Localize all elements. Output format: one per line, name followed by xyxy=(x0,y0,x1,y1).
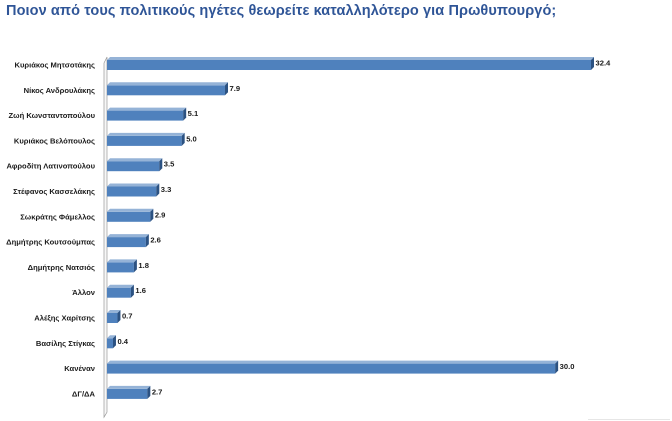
bar-top xyxy=(107,132,185,136)
bar-side xyxy=(112,335,116,349)
bar-side xyxy=(156,183,160,197)
category-label: Κυριάκος Μητσοτάκης xyxy=(15,61,96,70)
data-label: 3.5 xyxy=(164,160,175,169)
category-label: Νίκος Ανδρουλάκης xyxy=(24,86,95,95)
category-label: Άλλον xyxy=(72,288,95,297)
category-label: Στέφανος Κασσελάκης xyxy=(13,187,95,196)
bar-side xyxy=(130,284,134,298)
labels: Κυριάκος Μητσοτάκης 32.4 Νίκος Ανδρουλάκης… xyxy=(6,59,611,399)
bar xyxy=(107,60,591,70)
bar xyxy=(107,262,134,273)
bar-top xyxy=(107,158,163,162)
bar-side xyxy=(133,259,137,273)
bar xyxy=(107,237,146,248)
bar-side xyxy=(147,385,151,399)
data-label: 0.4 xyxy=(117,337,128,346)
data-label: 30.0 xyxy=(560,362,575,371)
data-label: 5.0 xyxy=(186,134,197,143)
bar-top xyxy=(107,82,229,86)
bar xyxy=(107,388,148,399)
bar xyxy=(107,338,113,349)
axis xyxy=(103,56,108,419)
data-label: 2.7 xyxy=(152,387,163,396)
bar xyxy=(107,287,131,298)
footer-divider xyxy=(588,419,670,420)
category-label: Κυριάκος Βελόπουλος xyxy=(14,136,95,145)
bar-top xyxy=(107,284,134,288)
bar-side xyxy=(159,158,163,172)
data-label: 3.3 xyxy=(161,185,172,194)
bar-top xyxy=(107,234,149,238)
bar xyxy=(107,135,182,146)
bar-side xyxy=(225,82,229,96)
bar xyxy=(107,363,556,374)
bar xyxy=(107,161,160,172)
bar xyxy=(107,110,184,121)
bar-top xyxy=(107,335,116,339)
bar-top xyxy=(107,208,154,212)
bar-side xyxy=(145,234,149,248)
data-label: 2.9 xyxy=(155,210,166,219)
bar-top xyxy=(107,360,559,364)
bar-side xyxy=(117,310,121,323)
bar-side xyxy=(150,208,154,222)
category-label: Κανέναν xyxy=(64,364,95,373)
bar-top xyxy=(107,183,160,187)
bar xyxy=(107,186,157,197)
bar-side xyxy=(555,360,559,374)
bar-side xyxy=(181,132,185,146)
bar-top xyxy=(107,107,187,111)
category-label: Αλέξης Χαρίτσης xyxy=(34,314,95,323)
data-label: 32.4 xyxy=(596,59,612,68)
category-label: Δημήτρης Κουτσούμπας xyxy=(6,238,95,247)
bar-side xyxy=(591,57,594,70)
data-label: 7.9 xyxy=(230,84,241,93)
category-label: Ζωή Κωνσταντοπούλου xyxy=(9,111,96,120)
axis-wall xyxy=(103,56,108,419)
bar-top xyxy=(107,310,121,313)
category-label: Δημήτρης Νατσιός xyxy=(28,263,95,272)
category-label: Σωκράτης Φάμελλος xyxy=(20,212,95,221)
bar xyxy=(107,313,118,323)
bar-side xyxy=(183,107,187,121)
bar-top xyxy=(107,385,151,389)
data-label: 1.6 xyxy=(135,286,146,295)
bar-top xyxy=(107,259,137,263)
category-label: Βασίλης Στίγκας xyxy=(36,339,95,348)
chart-title: Ποιον από τους πολιτικούς ηγέτες θεωρείτ… xyxy=(6,3,557,19)
bar-top xyxy=(107,57,594,60)
category-label: Αφροδίτη Λατινοπούλου xyxy=(6,162,95,171)
data-label: 2.6 xyxy=(150,236,161,245)
data-label: 5.1 xyxy=(188,109,199,118)
data-label: 0.7 xyxy=(122,312,133,321)
bar xyxy=(107,211,151,222)
data-label: 1.8 xyxy=(138,261,149,270)
bar xyxy=(107,85,226,96)
category-label: ΔΓ/ΔΑ xyxy=(72,389,96,398)
bars xyxy=(107,57,594,399)
